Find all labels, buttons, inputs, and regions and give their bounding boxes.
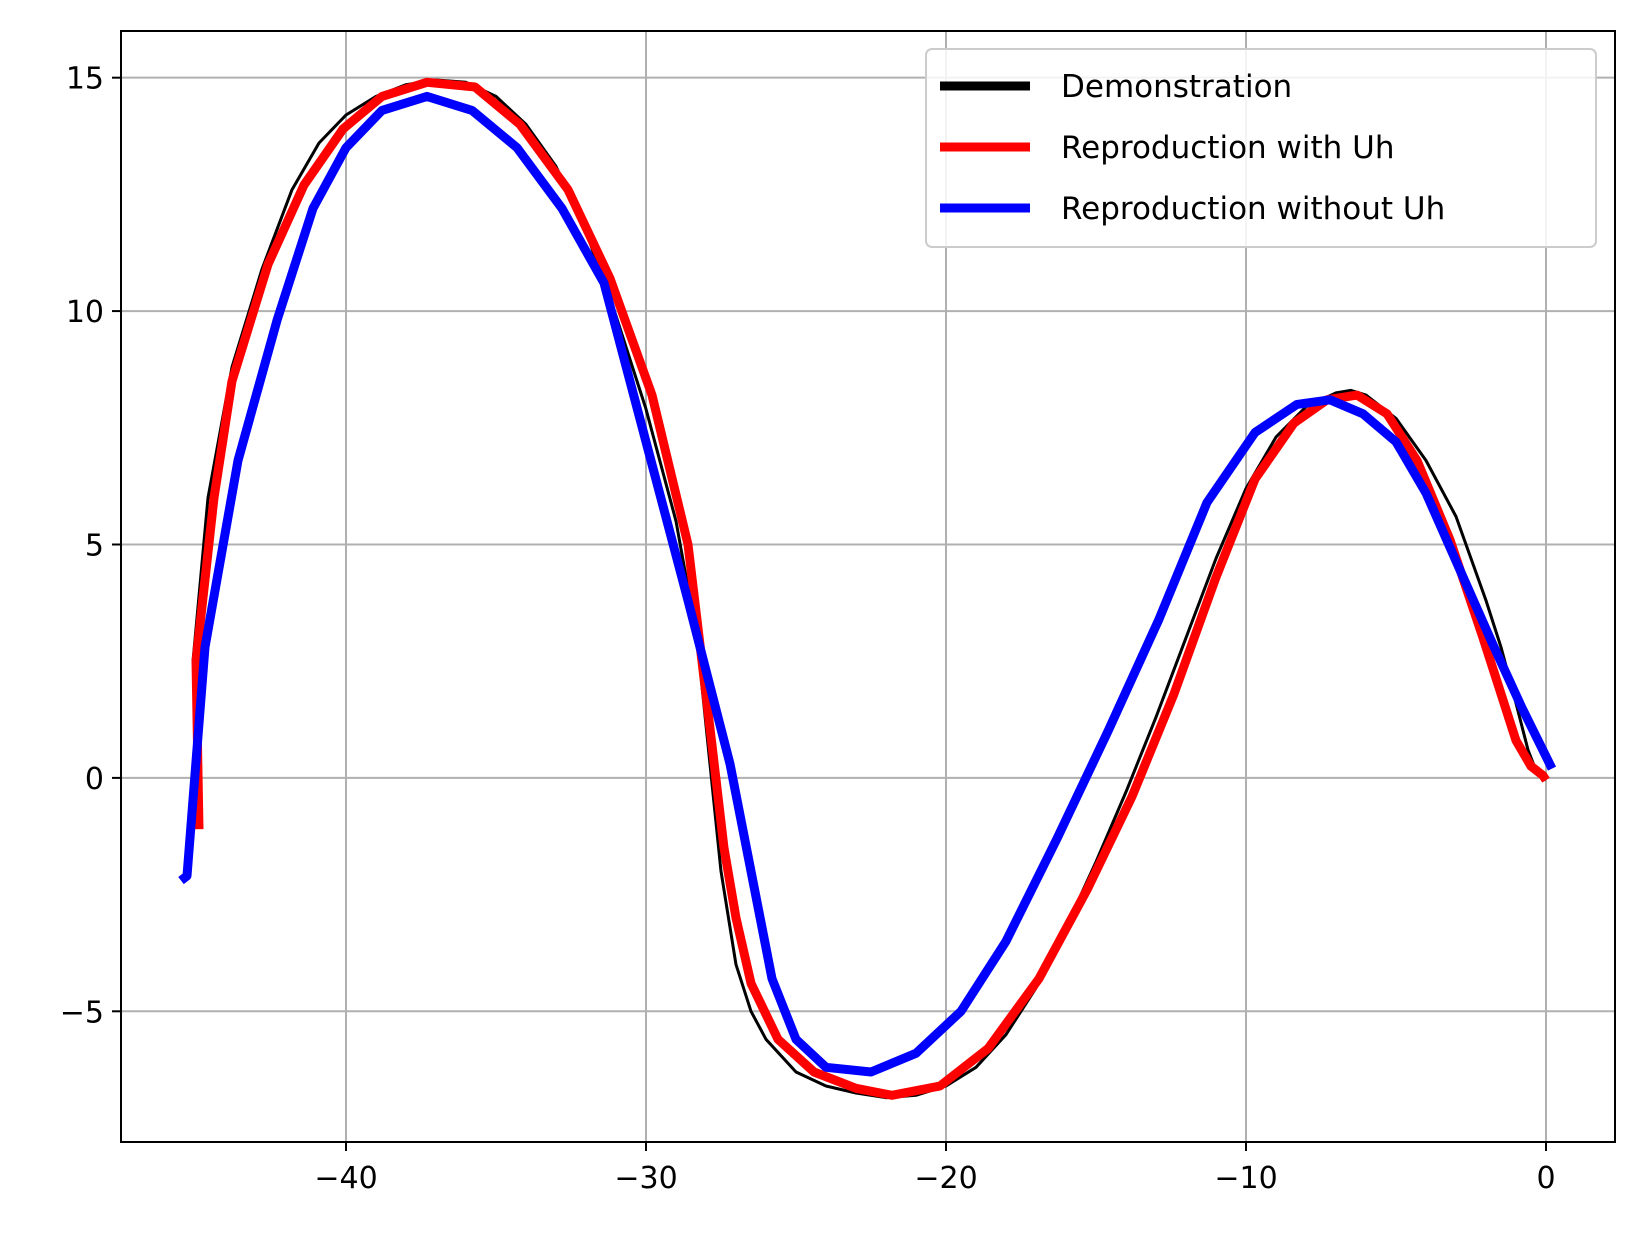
- x-axis: −40 −30 −20 −10 0: [314, 1142, 1556, 1196]
- series-line-2: [191, 77, 1550, 1100]
- legend-label: Demonstration: [1061, 69, 1292, 105]
- y-tick-label: 0: [85, 762, 104, 797]
- plot-frame: [120, 30, 1616, 1143]
- series-line-3: [178, 91, 1557, 1077]
- x-tick-label: 0: [1536, 1161, 1555, 1196]
- x-tick-label: −10: [1214, 1161, 1277, 1196]
- x-tick-label: −20: [914, 1161, 977, 1196]
- x-tick-label: −40: [314, 1161, 377, 1196]
- legend-label: Reproduction with Uh: [1061, 130, 1395, 166]
- legend: Demonstration Reproduction with Uh Reprodu…: [925, 48, 1597, 248]
- x-tick-label: −30: [614, 1161, 677, 1196]
- y-tick-label: −5: [60, 995, 104, 1030]
- y-tick-label: 5: [85, 528, 104, 563]
- series-lines: [178, 77, 1557, 1100]
- legend-label: Reproduction without Uh: [1061, 191, 1445, 227]
- y-axis: 15 10 5 0 −5: [60, 62, 121, 1030]
- legend-box: [925, 48, 1597, 248]
- y-tick-label: 10: [66, 295, 104, 330]
- y-tick-label: 15: [66, 62, 104, 97]
